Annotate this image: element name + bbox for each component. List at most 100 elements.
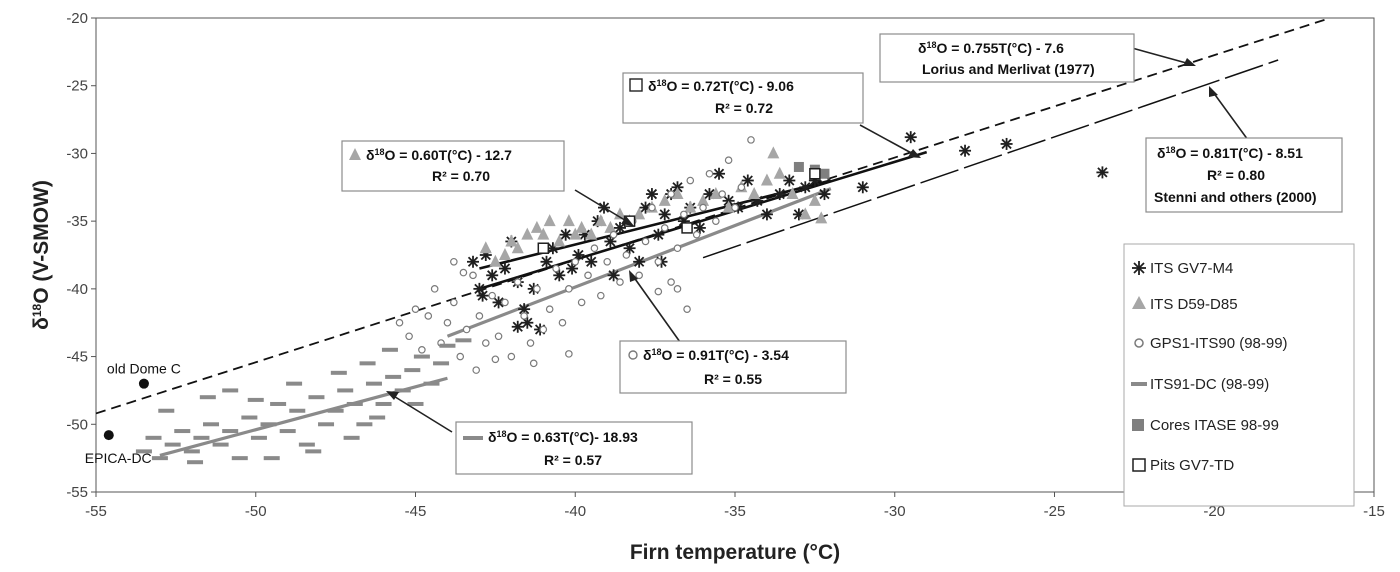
point-s1-33 bbox=[815, 211, 828, 224]
svg-text:δ18O = 0.81T(°C) - 8.51: δ18O = 0.81T(°C) - 8.51 bbox=[1157, 145, 1303, 161]
point-s0-40 bbox=[751, 194, 764, 207]
point-s2-49 bbox=[718, 190, 727, 198]
point-s1-15 bbox=[604, 220, 617, 233]
point-s1-3 bbox=[505, 234, 518, 247]
y-tick-label-4: -35 bbox=[66, 213, 88, 230]
data-points-layer bbox=[135, 131, 1109, 465]
point-s0-39 bbox=[741, 174, 754, 187]
point-s3-21 bbox=[337, 388, 354, 393]
y-tick-label-0: -55 bbox=[66, 484, 88, 501]
point-s3-26 bbox=[385, 374, 402, 379]
arrow-itse91 bbox=[391, 394, 453, 433]
point-s3-46 bbox=[439, 343, 456, 348]
point-s3-6 bbox=[193, 435, 210, 440]
point-s2-46 bbox=[699, 203, 707, 212]
point-s2-41 bbox=[667, 190, 675, 198]
point-s1-6 bbox=[530, 220, 543, 233]
svg-text:Cores ITASE 98-99: Cores ITASE 98-99 bbox=[1150, 417, 1279, 434]
point-s0-47 bbox=[818, 188, 831, 201]
point-s2-58 bbox=[450, 257, 458, 266]
arrow-d59 bbox=[574, 189, 629, 223]
point-s3-16 bbox=[289, 408, 306, 413]
point-s3-10 bbox=[231, 456, 248, 461]
arrow-stenni bbox=[1212, 91, 1249, 141]
eq-box-lorius: δ18O = 0.755T(°C) - 7.6 Lorius and Merli… bbox=[879, 33, 1135, 83]
point-s3-17 bbox=[298, 442, 315, 447]
point-s0-5 bbox=[498, 262, 511, 275]
point-s2-26 bbox=[571, 257, 580, 266]
svg-text:R² = 0.57: R² = 0.57 bbox=[544, 452, 602, 468]
point-s3-47 bbox=[455, 338, 472, 343]
point-s0-15 bbox=[559, 228, 572, 241]
point-s3-18 bbox=[308, 395, 325, 400]
point-s2-56 bbox=[683, 305, 691, 313]
point-s2-32 bbox=[609, 230, 618, 239]
svg-text:ITS GV7-M4: ITS GV7-M4 bbox=[1150, 260, 1233, 277]
site-label-1: EPICA-DC bbox=[85, 450, 152, 466]
point-s3-14 bbox=[270, 401, 287, 406]
point-s1-27 bbox=[748, 187, 761, 200]
point-s0-27 bbox=[645, 188, 658, 201]
point-s0-53 bbox=[607, 269, 620, 282]
point-s3-1 bbox=[145, 435, 162, 440]
point-s2-45 bbox=[692, 230, 701, 239]
point-s2-22 bbox=[545, 305, 554, 313]
point-s1-14 bbox=[594, 214, 607, 227]
point-s1-31 bbox=[799, 207, 812, 220]
point-s0-43 bbox=[783, 174, 796, 187]
arrowhead-pits bbox=[908, 149, 921, 158]
point-s1-22 bbox=[684, 200, 697, 213]
point-s2-10 bbox=[469, 271, 477, 280]
point-s2-50 bbox=[724, 156, 733, 165]
x-tick-label-0: -55 bbox=[85, 503, 107, 520]
point-s1-5 bbox=[521, 227, 534, 240]
point-s2-24 bbox=[558, 318, 567, 327]
point-s3-0 bbox=[135, 449, 152, 454]
point-s1-8 bbox=[543, 214, 556, 227]
point-s3-32 bbox=[199, 395, 216, 400]
legend-item-its-d59: ITS D59-D85 bbox=[1132, 296, 1238, 313]
point-s3-33 bbox=[222, 388, 239, 393]
site-point-0 bbox=[138, 378, 149, 389]
y-tick-label-7: -20 bbox=[66, 10, 88, 27]
point-s1-12 bbox=[575, 220, 588, 233]
legend: ITS GV7-M4 ITS D59-D85 GPS1-ITS90 (98-99… bbox=[1123, 243, 1355, 507]
svg-text:δ18O = 0.755T(°C) - 7.6: δ18O = 0.755T(°C) - 7.6 bbox=[918, 40, 1064, 56]
point-s2-60 bbox=[395, 318, 404, 327]
point-s1-21 bbox=[671, 187, 684, 200]
point-s1-10 bbox=[562, 214, 575, 227]
svg-text:δ18O = 0.60T(°C) - 12.7: δ18O = 0.60T(°C) - 12.7 bbox=[366, 147, 512, 163]
point-s3-23 bbox=[356, 422, 373, 427]
point-s2-18 bbox=[520, 312, 528, 320]
svg-text:Stenni and others (2000): Stenni and others (2000) bbox=[1154, 189, 1317, 205]
x-tick-label-7: -20 bbox=[1203, 503, 1225, 520]
site-point-1 bbox=[103, 430, 114, 441]
point-s3-39 bbox=[158, 408, 175, 413]
x-axis-title: Firn temperature (°C) bbox=[630, 541, 840, 564]
point-s3-15 bbox=[279, 429, 296, 434]
point-s0-45 bbox=[799, 181, 812, 194]
point-s3-37 bbox=[359, 361, 376, 366]
arrow-pits bbox=[859, 124, 916, 156]
point-s3-24 bbox=[365, 381, 382, 386]
arrow-gps bbox=[632, 275, 681, 343]
point-s0-52 bbox=[1096, 166, 1109, 179]
point-s2-52 bbox=[737, 183, 746, 192]
point-s2-36 bbox=[635, 271, 643, 280]
point-s2-37 bbox=[641, 237, 650, 246]
point-s3-35 bbox=[305, 449, 322, 454]
legend-item-gps1: GPS1-ITS90 (98-99) bbox=[1134, 335, 1288, 352]
point-s2-29 bbox=[590, 244, 599, 253]
point-s1-24 bbox=[709, 187, 722, 200]
svg-text:Pits GV7-TD: Pits GV7-TD bbox=[1150, 457, 1234, 474]
point-s2-48 bbox=[712, 217, 720, 225]
point-s2-9 bbox=[462, 325, 471, 334]
legend-item-its-gv7: ITS GV7-M4 bbox=[1132, 260, 1233, 277]
point-s2-15 bbox=[501, 298, 509, 307]
point-s2-30 bbox=[597, 291, 605, 300]
x-tick-label-4: -35 bbox=[724, 503, 746, 520]
point-s0-19 bbox=[585, 255, 598, 268]
point-s3-34 bbox=[263, 456, 280, 461]
x-tick-label-8: -15 bbox=[1363, 503, 1385, 520]
point-s2-20 bbox=[533, 285, 541, 293]
